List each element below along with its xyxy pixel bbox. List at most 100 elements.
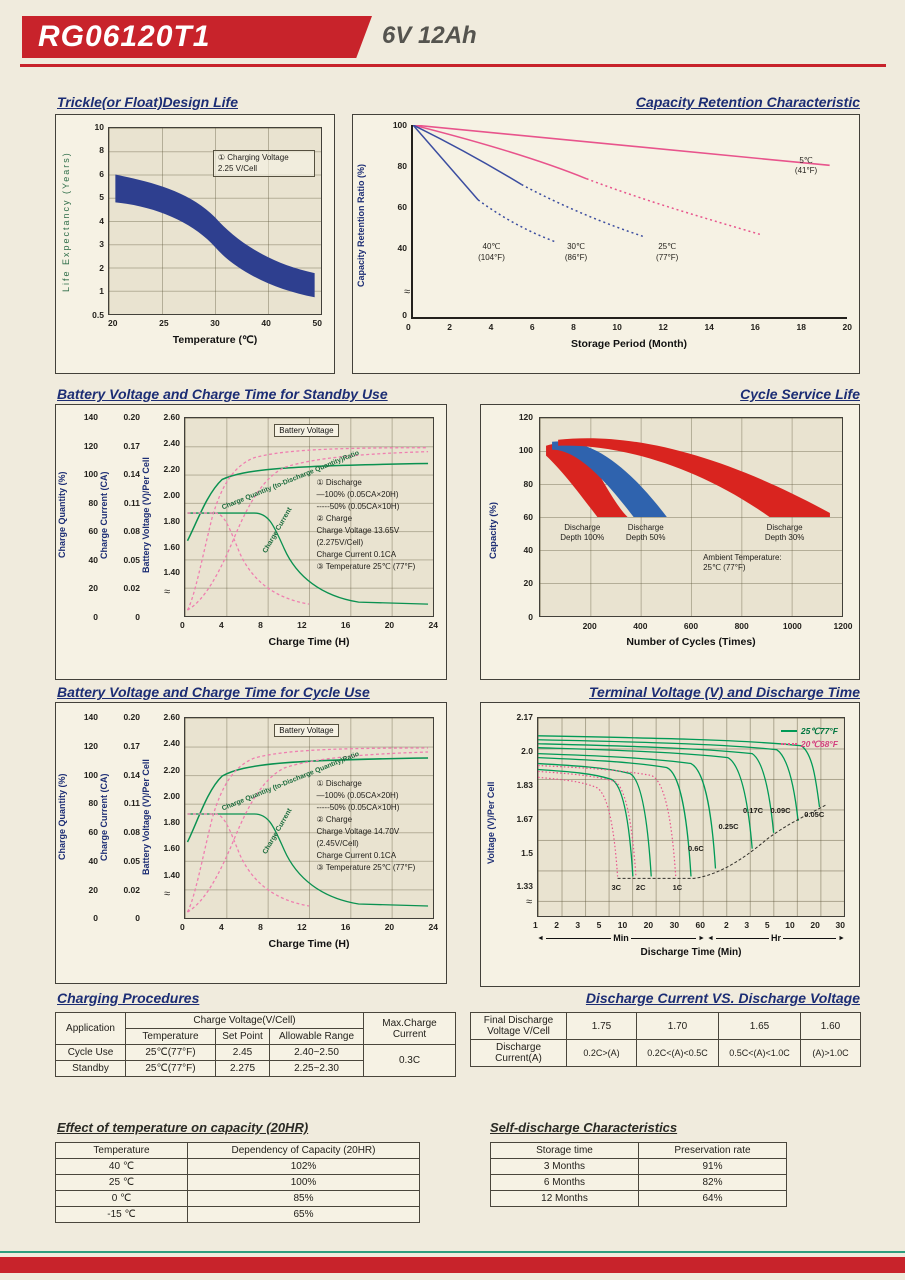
table-row: Application Charge Voltage(V/Cell) Max.C… [55,1012,456,1045]
charge-quantity-100-curve [187,452,428,610]
tick-label: 4 [219,620,224,630]
tick-label: 4 [219,922,224,932]
tick-label: 20 [384,922,395,932]
cell-set-point: 2.275 [215,1060,270,1077]
y-ticks-charge-current: 0.20 0.17 0.14 0.11 0.08 0.05 0.02 0 [114,713,140,923]
table-row: Temperature Set Point Allowable Range [56,1028,456,1045]
tick-label: 0.02 [123,583,140,593]
table-row: -15 ℃ 65% [55,1206,420,1223]
curve-25c-solid [413,125,587,179]
charge-quantity-50-curve [187,748,428,912]
plot-area: Battery Voltage Charge Quantity (to-Disc… [184,717,434,919]
tick-label: 0.14 [123,469,140,479]
curve-label-30c: 30℃ (86°F) [564,242,588,262]
temp-capacity-table: Temperature Dependency of Capacity (20HR… [55,1142,420,1223]
curve-label-battery-voltage: Battery Voltage [274,724,339,737]
y-axis-label: Capacity Retention Ratio (%) [356,163,366,287]
y-ticks: 10 8 6 5 4 3 2 1 0.5 [82,123,104,319]
cell-application: Standby [55,1060,126,1077]
header-temperature: Temperature [125,1028,216,1045]
legend-label-25c: 25℃77°F [800,725,838,736]
axis-section-label-hr: Hr [771,933,782,943]
tick-label: 2 [554,920,559,930]
tick-label: 200 [582,621,597,631]
y-ticks-charge-quantity: 140 120 100 80 60 40 20 0 [72,713,98,923]
band-label-depth-100: Discharge Depth 100% [560,522,605,543]
tick-label: (2.275V/Cell) [316,538,364,548]
legend-swatch-solid [780,730,797,733]
legend-row-20c: 20℃68°F [780,739,838,750]
tick-label: 0 [528,611,533,622]
tick-label: 3 [744,920,750,930]
tick-label: 40 [397,243,407,254]
arrow-right-icon: ► [838,934,846,942]
cell-current: (A)>1.0C [800,1039,861,1067]
tick-label: 140 [83,712,98,722]
charge-current-50-curve [187,513,309,604]
tick-label: 0 [180,922,185,932]
curve-0p25c [538,748,752,849]
tick-label: 400 [633,621,648,631]
tick-label: 30 [210,318,220,328]
header-max-charge-current: Max.Charge Current [363,1012,456,1045]
tick-label: 2.60 [163,412,180,422]
curve-3c-20c [538,777,618,876]
design-life-band [115,174,315,298]
tick-label: 120 [518,412,533,422]
axis-section-hr: ◄ Hr ► [707,933,845,943]
cell-allowable: 2.25~2.30 [269,1060,364,1077]
axis-break: ≈ [404,286,411,298]
table-title-temp-capacity: Effect of temperature on capacity (20HR) [57,1120,309,1135]
tick-label: 1 [533,920,538,930]
table-row: Cycle Use 25℃(77°F) 2.45 2.40~2.50 0.3C [55,1044,456,1077]
charge-quantity-50-curve [187,448,428,610]
tick-label: 2.0 [521,745,533,756]
row-label-discharge-current: Discharge Current(A) [470,1039,567,1067]
tick-label: 140 [83,412,98,422]
header-allowable-range: Allowable Range [269,1028,364,1045]
curve-40c-dashed [478,200,556,242]
cell-max-charge-current: 0.3C [363,1044,456,1077]
y-ticks-battery-voltage: 2.60 2.40 2.20 2.00 1.80 1.60 1.40 [156,413,180,577]
y-ticks: 2.17 2.0 1.83 1.67 1.5 1.33 [507,713,533,891]
tick-label: 0.11 [123,497,140,508]
cutoff-locus [618,805,826,878]
table-row: Final Discharge Voltage V/Cell 1.75 1.70… [470,1012,861,1040]
tick-label: 4 [99,215,104,226]
tick-label: (2.45V/Cell) [316,839,359,848]
tick-label: Charge Current 0.1CA [316,550,397,560]
tick-label: 5 [99,192,104,203]
tick-label: 2.60 [163,712,180,722]
c-rate-label-0p05c: 0.05C [804,810,825,820]
ambient-temperature-annotation: Ambient Temperature: 25℃ (77°F) [703,552,782,573]
curve-2c [538,764,651,877]
standby-charge-curves [185,418,433,616]
tick-label: 0.17 [123,740,140,751]
arrow-right-icon: ► [698,934,705,942]
tick-label: 30 [835,920,845,930]
x-axis-label: Number of Cycles (Times) [626,636,756,648]
tick-label: 20 [810,920,820,930]
header-rule [20,64,886,67]
arrow-left-icon: ◄ [707,934,714,942]
arrow-left-icon: ◄ [537,934,544,942]
tick-label: 8 [571,322,576,332]
panel-standby-charge: Charge Quantity (%) 140 120 100 80 60 40 20 0 C… [55,404,447,680]
band-depth-30 [558,438,830,517]
band-label-depth-30: Discharge Depth 30% [764,522,805,543]
axis-break: ≈ [164,888,171,900]
tick-label: 2 [447,322,453,332]
curve-0p17c [538,744,774,833]
tick-label: 10 [94,122,104,132]
retention-curves [413,125,847,317]
tick-label: 2.40 [163,437,180,448]
x-ticks: 200 400 600 800 1000 1200 [539,621,853,631]
tick-label: Charge Voltage 14.70V [316,827,400,836]
x-ticks: 0 4 8 12 16 20 24 [180,621,438,630]
tick-label: 0.08 [123,526,140,536]
tick-label: 0.20 [123,712,140,722]
tick-label: 20 [523,578,533,589]
cell-temperature: 25℃(77°F) [125,1044,216,1061]
tick-label: 0.08 [123,827,140,838]
chart-title-standby-charge: Battery Voltage and Charge Time for Stan… [57,386,388,402]
